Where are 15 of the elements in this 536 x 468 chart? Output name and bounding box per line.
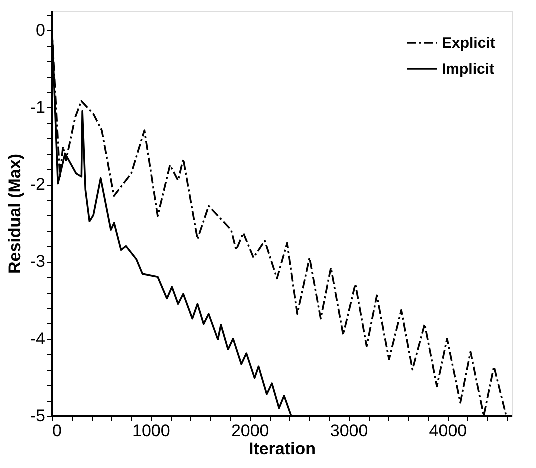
- y-tick-label: -3: [30, 252, 46, 272]
- y-tick-label: -1: [30, 98, 46, 117]
- y-tick-label: -5: [30, 406, 46, 426]
- legend-label: Explicit: [442, 35, 496, 52]
- y-tick-label: 0: [36, 20, 46, 40]
- legend-label: Implicit: [442, 61, 495, 78]
- x-tick-label: 4000: [429, 422, 468, 440]
- x-tick-label: 1000: [132, 422, 170, 440]
- x-tick-label: 2000: [231, 422, 270, 440]
- y-axis-title: Residual (Max): [5, 154, 24, 274]
- x-tick-label: 0: [52, 422, 62, 440]
- y-tick-label: -4: [30, 329, 46, 348]
- x-tick-label: 3000: [330, 422, 368, 440]
- x-axis-title: Iteration: [248, 440, 316, 458]
- y-tick-label: -2: [30, 175, 46, 194]
